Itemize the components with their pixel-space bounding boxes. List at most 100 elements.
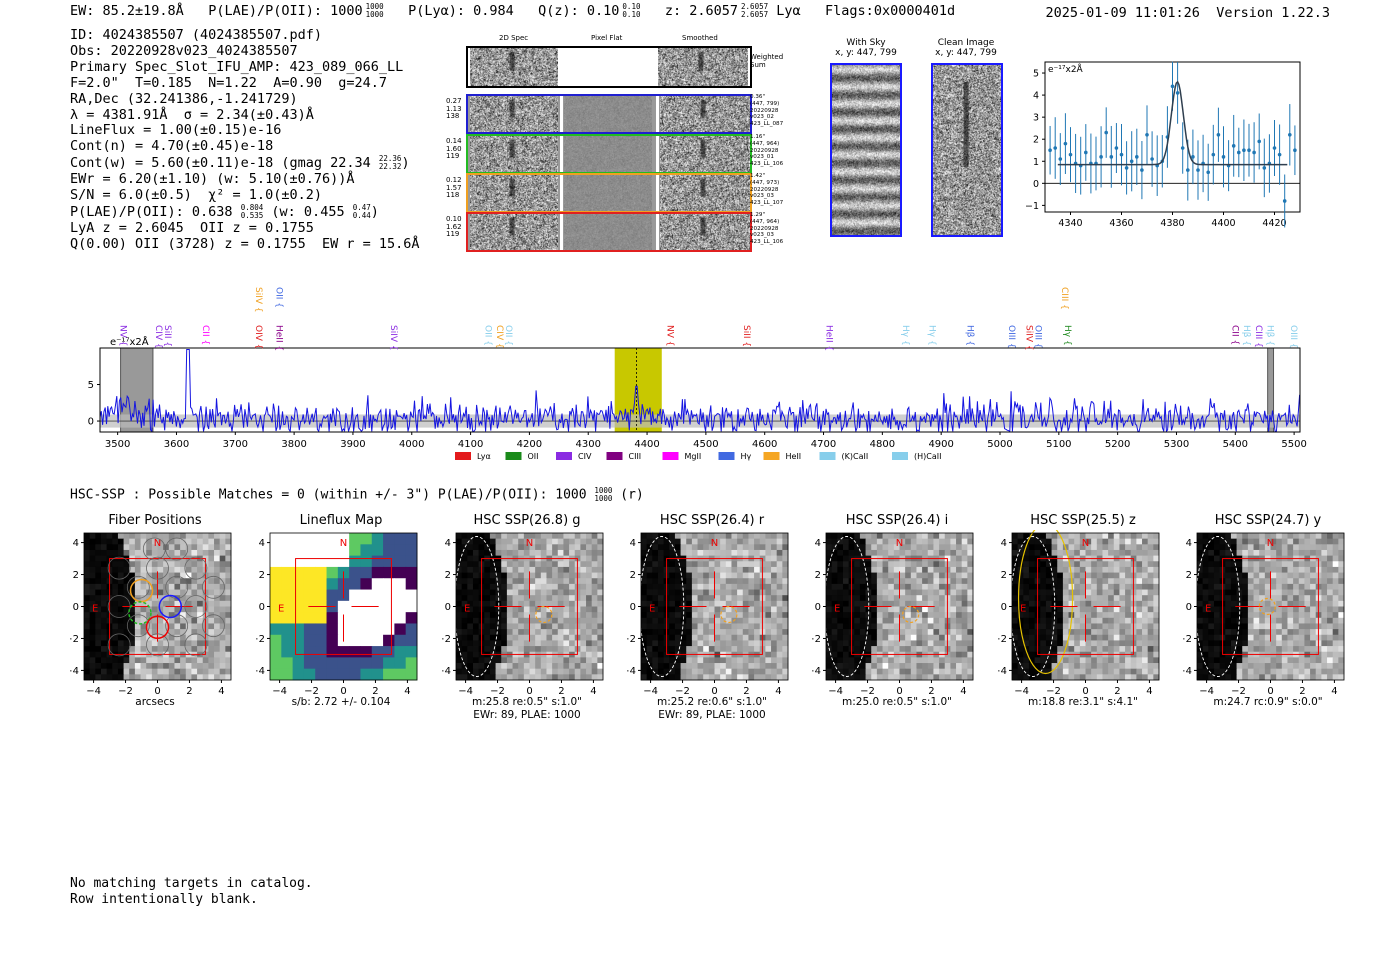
image-pixel (899, 572, 906, 579)
zoom-point (1231, 144, 1236, 148)
image-pixel (831, 651, 838, 658)
image-pixel (776, 668, 783, 675)
image-pixel (586, 600, 593, 607)
image-pixel (1293, 646, 1300, 653)
lineflux-cell (315, 668, 328, 681)
image-pixel (1012, 606, 1019, 613)
image-pixel (1102, 583, 1109, 590)
image-pixel (956, 600, 963, 607)
image-pixel (1270, 533, 1277, 540)
image-pixel (535, 657, 542, 664)
image-pixel (1136, 555, 1143, 562)
image-pixel (597, 651, 604, 658)
image-pixel (1298, 572, 1305, 579)
image-pixel (674, 572, 681, 579)
zoom-point (1211, 152, 1216, 157)
image-pixel (123, 533, 130, 540)
image-pixel (1023, 623, 1030, 630)
image-pixel (1247, 657, 1254, 664)
image-pixel (865, 663, 872, 670)
image-pixel (854, 589, 861, 596)
image-pixel (1327, 538, 1334, 545)
with-sky-title-block: With Sky x, y: 447, 799 (830, 38, 902, 58)
image-pixel (910, 561, 917, 568)
image-pixel (552, 606, 559, 613)
lineflux-cell (270, 555, 282, 568)
spec-noise-image (660, 214, 750, 250)
image-pixel (557, 595, 564, 602)
image-pixel (652, 555, 659, 562)
zoom-ytick-label: −1 (1025, 201, 1039, 212)
image-pixel (540, 595, 547, 602)
image-pixel (1332, 595, 1339, 602)
image-pixel (89, 595, 96, 602)
image-pixel (529, 544, 536, 551)
image-pixel (219, 538, 226, 545)
lineflux-cell (303, 566, 316, 579)
image-pixel (1074, 572, 1081, 579)
image-pixel (174, 606, 181, 613)
image-pixel (151, 538, 158, 545)
image-pixel (1012, 600, 1019, 607)
image-pixel (1113, 595, 1120, 602)
lineflux-cell (303, 623, 316, 636)
image-pixel (1293, 674, 1300, 681)
image-pixel (1225, 646, 1232, 653)
image-pixel (1045, 533, 1052, 540)
image-pixel (837, 623, 844, 630)
image-pixel (1079, 572, 1086, 579)
z-bounds: 2.6057 2.6057 (741, 3, 768, 19)
image-pixel (776, 566, 783, 573)
image-pixel (765, 595, 772, 602)
image-pixel (641, 612, 648, 619)
image-pixel (580, 646, 587, 653)
image-pixel (737, 572, 744, 579)
image-pixel (1259, 583, 1266, 590)
image-pixel (1202, 612, 1209, 619)
image-pixel (742, 674, 749, 681)
image-pixel (456, 634, 463, 641)
gmag-bounds: 22.36 22.32 (379, 155, 402, 171)
with-sky-canvas (832, 65, 900, 235)
panel-xtick-label: −2 (1046, 686, 1061, 697)
image-pixel (674, 589, 681, 596)
image-pixel (748, 674, 755, 681)
image-pixel (754, 583, 761, 590)
image-pixel (225, 640, 232, 647)
spec-row-box (466, 94, 752, 134)
image-pixel (876, 617, 883, 624)
image-pixel (123, 566, 130, 573)
image-pixel (865, 544, 872, 551)
image-pixel (691, 640, 698, 647)
image-pixel (837, 640, 844, 647)
image-pixel (1085, 674, 1092, 681)
image-pixel (563, 640, 570, 647)
image-pixel (1213, 606, 1221, 613)
with-sky-sub: x, y: 447, 799 (835, 48, 897, 58)
hsc-panel-sub1: arcsecs (135, 696, 175, 708)
lineflux-cell (383, 668, 395, 681)
image-pixel (916, 623, 923, 630)
image-pixel (893, 583, 900, 590)
image-pixel (1147, 538, 1154, 545)
image-pixel (967, 651, 974, 658)
image-pixel (1085, 634, 1092, 641)
image-pixel (489, 538, 496, 545)
image-pixel (1298, 663, 1305, 670)
image-pixel (89, 555, 96, 562)
image-pixel (1253, 544, 1260, 551)
zoom-point (1124, 166, 1129, 170)
image-pixel (1293, 544, 1300, 551)
image-pixel (1208, 634, 1215, 641)
image-pixel (1281, 612, 1288, 619)
image-pixel (725, 561, 732, 568)
image-pixel (1247, 583, 1254, 590)
image-pixel (84, 617, 91, 624)
image-pixel (214, 651, 221, 658)
image-pixel (731, 612, 738, 619)
image-pixel (484, 595, 491, 602)
spectral-line-label: CIII { (1059, 287, 1069, 310)
image-pixel (1270, 634, 1277, 641)
image-pixel (1338, 629, 1345, 636)
